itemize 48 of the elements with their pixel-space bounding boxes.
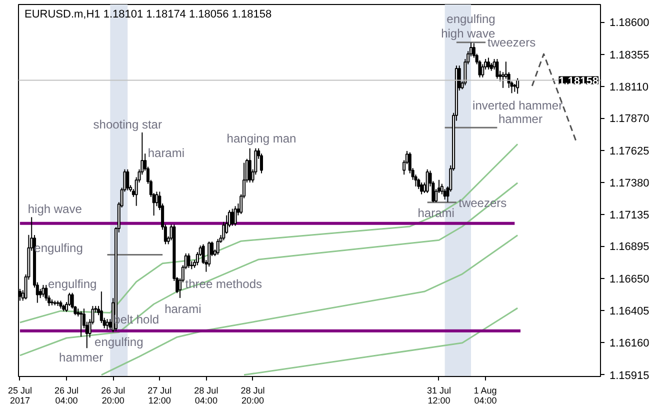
x-tick-label: 26 Jul 20:00: [101, 386, 126, 406]
y-tick-label: 1.16895: [610, 241, 650, 254]
annotation: hammer: [498, 112, 542, 126]
y-tick-label: 1.17870: [610, 113, 650, 126]
y-tick-label: 1.15915: [610, 370, 650, 382]
candlestick: [234, 206, 237, 226]
annotation: hammer: [59, 350, 104, 364]
x-tick-label: 1 Aug 04:00: [474, 386, 497, 406]
y-tick-label: 1.16650: [610, 273, 650, 286]
annotation: high wave: [28, 202, 82, 216]
y-tick-label: 1.17380: [610, 177, 650, 190]
annotation: engulfing: [94, 334, 144, 349]
candlestick: [38, 288, 42, 299]
candlestick: [248, 148, 252, 183]
y-tick-label: 1.17625: [610, 145, 650, 158]
y-tick-label: 1.16160: [610, 338, 650, 350]
candlestick: [187, 252, 190, 268]
annotation: hanging man: [226, 131, 296, 146]
annotation: harami: [164, 302, 202, 316]
x-tick-label: 27 Jul 12:00: [148, 386, 172, 406]
y-tick-label: 1.17135: [610, 210, 650, 222]
chart-title: EURUSD.m,H1 1.18101 1.18174 1.18056 1.18158: [24, 8, 272, 20]
candlestick: [486, 57, 490, 70]
candlestick: [496, 58, 499, 80]
y-tick-label: 1.18600: [610, 17, 650, 30]
y-tick-label: 1.16405: [610, 306, 650, 318]
candlestick: [42, 284, 45, 298]
line-series: [19, 143, 518, 324]
candlestick: [420, 182, 424, 195]
x-tick-label: 28 Jul 20:00: [240, 386, 265, 406]
candlestick: [126, 168, 130, 191]
candlestick: [216, 238, 220, 256]
candlestick: [80, 310, 83, 338]
x-tick-label: 26 Jul 04:00: [54, 386, 79, 406]
ref-line-label: 1.18158: [558, 75, 599, 88]
x-tick-label: 31 Jul 12:00: [426, 386, 452, 406]
annotation: inverted hammer: [472, 98, 563, 112]
x-tick-label: 28 Jul 04:00: [194, 386, 218, 406]
y-tick-label: 1.18110: [610, 82, 648, 94]
candlestick: [501, 72, 505, 88]
candlestick: [426, 168, 429, 194]
annotation: engulfing: [48, 276, 97, 291]
annotation: engulfing: [446, 12, 496, 26]
candlestick: [230, 208, 234, 226]
x-tick-label: 25 Jul 2017: [8, 386, 32, 406]
annotation: harami: [148, 146, 185, 160]
y-tick-label: 1.18355: [610, 49, 650, 62]
annotation: shooting star: [93, 118, 162, 132]
